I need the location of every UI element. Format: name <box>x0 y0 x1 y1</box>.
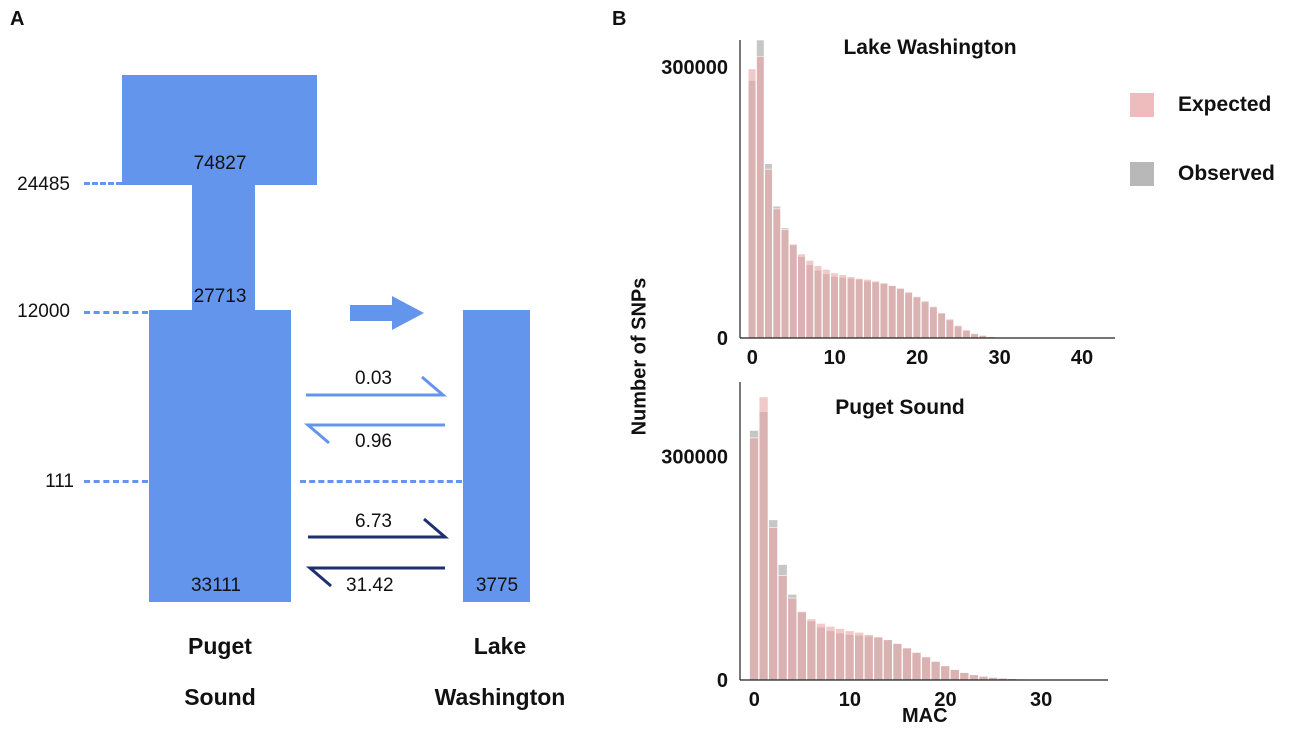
bar-expected-mac-19 <box>930 661 941 681</box>
bar-expected-mac-5 <box>797 611 807 681</box>
lake-washington-population-block <box>463 310 530 602</box>
legend-label-observed: Observed <box>1178 162 1275 185</box>
y-tick-label-300000: 300000 <box>661 447 728 469</box>
bar-expected-mac-9 <box>835 628 845 681</box>
x-tick-label-40: 40 <box>1071 347 1093 369</box>
time-dash-12000 <box>84 311 148 314</box>
y-tick-label-0: 0 <box>717 328 728 350</box>
bar-expected-mac-23 <box>969 674 979 681</box>
time-dash-111-left <box>84 480 148 483</box>
migration-rate-0-03: 0.03 <box>355 368 392 389</box>
puget-sound-population-block <box>149 310 291 602</box>
bar-expected-mac-16 <box>902 647 912 681</box>
y-tick-label-0: 0 <box>717 670 728 692</box>
bar-expected-mac-21 <box>949 669 960 681</box>
time-label-12000: 12000 <box>17 301 70 322</box>
x-tick-label-10: 10 <box>824 347 846 369</box>
bar-expected-mac-14 <box>883 639 893 681</box>
time-dash-24485 <box>84 182 122 185</box>
bottleneck-population-block <box>192 185 255 312</box>
bar-expected-mac-2 <box>768 526 778 681</box>
x-tick-label-0: 0 <box>749 689 760 711</box>
bar-expected-mac-10 <box>844 630 855 681</box>
bar-expected-mac-15 <box>892 643 903 681</box>
puget-sound-size-label: 33111 <box>190 575 241 596</box>
x-tick-label-20: 20 <box>934 689 956 711</box>
split-arrow-icon <box>350 296 424 330</box>
ancestral-size-label: 74827 <box>193 153 247 174</box>
bar-expected-mac-8 <box>825 626 836 681</box>
migration-rate-6-73: 6.73 <box>355 511 392 532</box>
legend-swatch-observed <box>1130 162 1154 186</box>
ancestral-population-block <box>122 75 317 185</box>
bar-expected-mac-17 <box>911 652 922 681</box>
bar-expected-mac-6 <box>806 618 817 681</box>
migration-arrow-puget-to-lake-early <box>306 375 448 397</box>
chart-title-puget-sound: Puget Sound <box>835 396 965 419</box>
x-tick-label-0: 0 <box>747 347 758 369</box>
bar-expected-mac-0 <box>749 437 759 681</box>
migration-rate-0-96: 0.96 <box>355 431 392 452</box>
y-tick-label-300000: 300000 <box>661 57 728 79</box>
legend-swatch-expected <box>1130 93 1154 117</box>
bar-expected-mac-20 <box>940 665 950 681</box>
panel-b-letter: B <box>612 8 627 30</box>
legend-label-expected: Expected <box>1178 93 1272 116</box>
x-tick-label-30: 30 <box>1030 689 1052 711</box>
migration-arrow-lake-to-puget-recent <box>305 566 445 588</box>
bar-expected-mac-1 <box>758 396 769 681</box>
lake-label-line2: Washington <box>434 684 566 710</box>
bar-expected-mac-3 <box>777 575 788 681</box>
bar-expected-mac-22 <box>959 672 970 681</box>
x-axis-label: MAC <box>902 705 948 727</box>
time-dash-111-middle <box>300 480 462 483</box>
lake-label-line1: Lake <box>473 633 527 659</box>
migration-rate-31-42: 31.42 <box>346 575 394 596</box>
panel-a-letter: A <box>10 8 25 30</box>
migration-arrow-puget-to-lake-recent <box>308 517 450 539</box>
migration-arrow-lake-to-puget-early <box>303 423 445 445</box>
bottleneck-size-label: 27713 <box>193 286 247 307</box>
chart-title-lake-washington: Lake Washington <box>843 36 1017 59</box>
bar-expected-mac-4 <box>787 597 798 681</box>
x-tick-label-10: 10 <box>839 689 861 711</box>
time-label-24485: 24485 <box>17 174 70 195</box>
lake-washington-size-label: 3775 <box>475 575 519 596</box>
x-tick-label-30: 30 <box>988 347 1010 369</box>
bar-expected-mac-7 <box>816 623 826 681</box>
time-label-111: 111 <box>45 471 74 492</box>
x-tick-label-20: 20 <box>906 347 928 369</box>
bar-expected-mac-12 <box>863 634 874 681</box>
puget-label-line1: Puget <box>188 633 252 659</box>
bar-expected-mac-18 <box>921 656 931 681</box>
bar-expected-mac-11 <box>854 632 864 681</box>
puget-label-line2: Sound <box>184 684 256 710</box>
bar-expected-mac-13 <box>873 636 884 681</box>
